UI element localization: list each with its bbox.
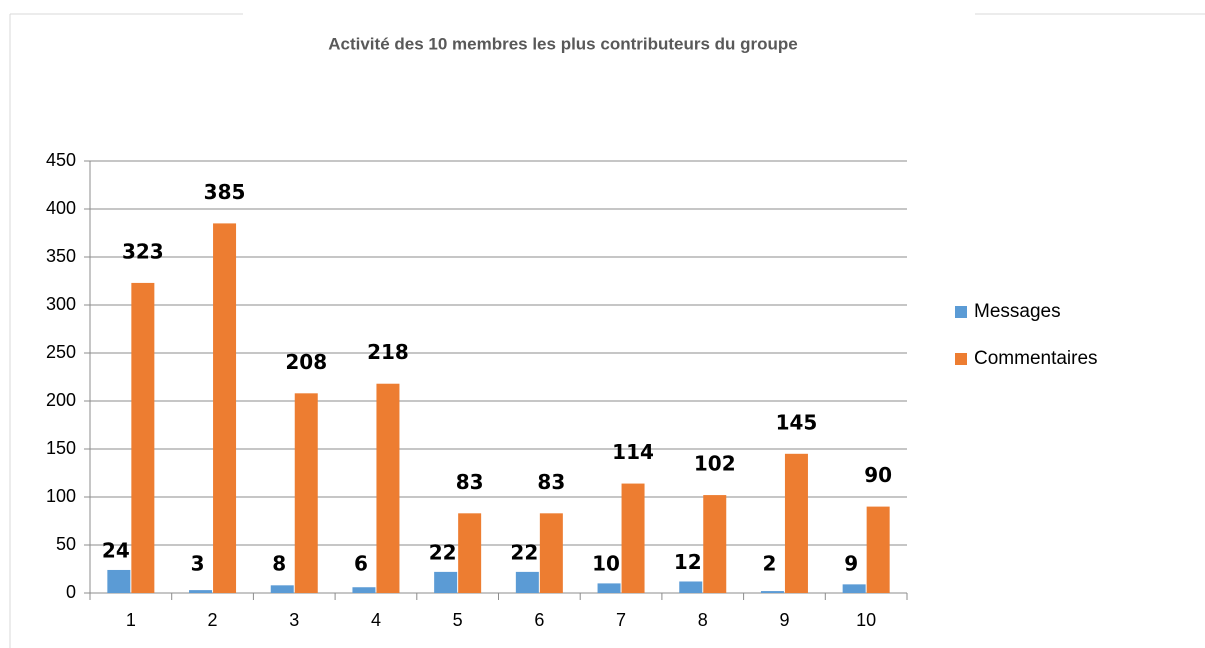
y-tick-label: 50 — [56, 534, 76, 554]
legend-label: Messages — [974, 301, 1061, 322]
y-tick-label: 300 — [46, 294, 76, 314]
data-label: 218 — [367, 340, 409, 364]
bar — [294, 393, 318, 593]
bar — [352, 587, 376, 593]
data-label: 2 — [762, 552, 776, 576]
data-label: 83 — [537, 470, 565, 494]
data-label: 10 — [592, 552, 620, 576]
y-tick-label: 450 — [46, 150, 76, 170]
data-label: 24 — [102, 538, 130, 562]
bar — [703, 495, 727, 593]
legend-swatch — [955, 353, 967, 365]
bar — [760, 591, 784, 593]
bar — [842, 584, 866, 593]
x-tick-label: 8 — [698, 610, 708, 630]
bar — [597, 583, 621, 593]
bar — [621, 483, 645, 593]
legend-label: Commentaires — [974, 348, 1098, 369]
x-tick-label: 5 — [453, 610, 463, 630]
x-tick-label: 3 — [289, 610, 299, 630]
bar — [270, 585, 294, 593]
x-tick-label: 9 — [779, 610, 789, 630]
y-tick-label: 100 — [46, 486, 76, 506]
bar — [515, 571, 539, 593]
y-tick-label: 0 — [66, 582, 76, 602]
chart-title: Activité des 10 membres les plus contrib… — [328, 34, 798, 53]
data-label: 385 — [204, 180, 246, 204]
y-tick-label: 350 — [46, 246, 76, 266]
bar — [376, 383, 400, 593]
data-label: 6 — [354, 552, 368, 576]
y-tick-label: 400 — [46, 198, 76, 218]
x-tick-label: 2 — [208, 610, 218, 630]
bar — [131, 282, 155, 593]
data-label: 323 — [122, 239, 164, 263]
data-label: 102 — [694, 452, 736, 476]
bar — [784, 453, 808, 593]
y-tick-label: 200 — [46, 390, 76, 410]
bar — [434, 571, 458, 593]
data-label: 3 — [191, 552, 205, 576]
data-label: 22 — [510, 540, 538, 564]
data-label: 90 — [864, 463, 892, 487]
data-label: 12 — [674, 550, 702, 574]
bar — [107, 569, 131, 593]
bar — [458, 513, 482, 593]
data-label: 9 — [844, 552, 858, 576]
bar — [866, 506, 890, 593]
data-label: 114 — [612, 440, 654, 464]
y-tick-label: 150 — [46, 438, 76, 458]
x-tick-label: 4 — [371, 610, 381, 630]
data-label: 208 — [285, 350, 327, 374]
bar — [213, 223, 237, 593]
data-label: 145 — [776, 410, 818, 434]
bar — [539, 513, 563, 593]
bar — [189, 590, 213, 593]
x-tick-label: 1 — [126, 610, 136, 630]
legend-swatch — [955, 306, 967, 318]
bar — [679, 581, 703, 593]
x-tick-label: 10 — [856, 610, 876, 630]
data-label: 22 — [429, 540, 457, 564]
y-tick-label: 250 — [46, 342, 76, 362]
data-label: 83 — [456, 470, 484, 494]
x-tick-label: 7 — [616, 610, 626, 630]
data-label: 8 — [272, 552, 286, 576]
x-tick-label: 6 — [534, 610, 544, 630]
